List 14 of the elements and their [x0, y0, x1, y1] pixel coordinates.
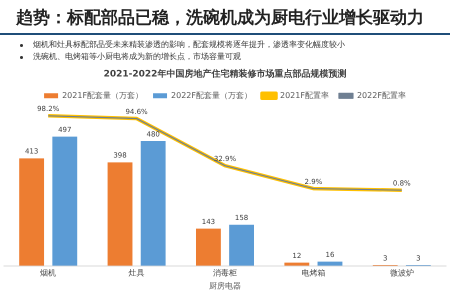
legend-label: 2022F配置率: [356, 90, 406, 100]
x-tick-label: 烟机: [40, 268, 56, 278]
x-tick-label: 电烤箱: [301, 268, 326, 278]
text: 洗碗机、电烤箱等小厨电将成为新的增长点，市场容量可观: [33, 51, 241, 63]
legend-label: 2021F配置率: [280, 90, 329, 100]
legend-label: 2021F配套量（万套）: [62, 90, 144, 100]
chart-title: 趋势：标配部品已稳，洗碗机成为厨电行业增长驱动力: [0, 0, 450, 35]
x-tick-label: 消毒柜: [213, 268, 237, 278]
x-tick-label: 灶具: [128, 268, 145, 278]
text: 烟机和灶具标配部品受未来精装渗透的影响，配套规模将逐年提升，渗透率变化幅度较小: [33, 39, 345, 51]
chart-subtitle: 2021-2022年中国房地产住宅精装修市场重点部品规模预测: [104, 68, 346, 80]
legend-label: 2022F配套量（万套）: [171, 90, 252, 100]
x-axis-title: 厨房电器: [209, 281, 241, 290]
x-tick-label: 微波炉: [390, 268, 414, 278]
